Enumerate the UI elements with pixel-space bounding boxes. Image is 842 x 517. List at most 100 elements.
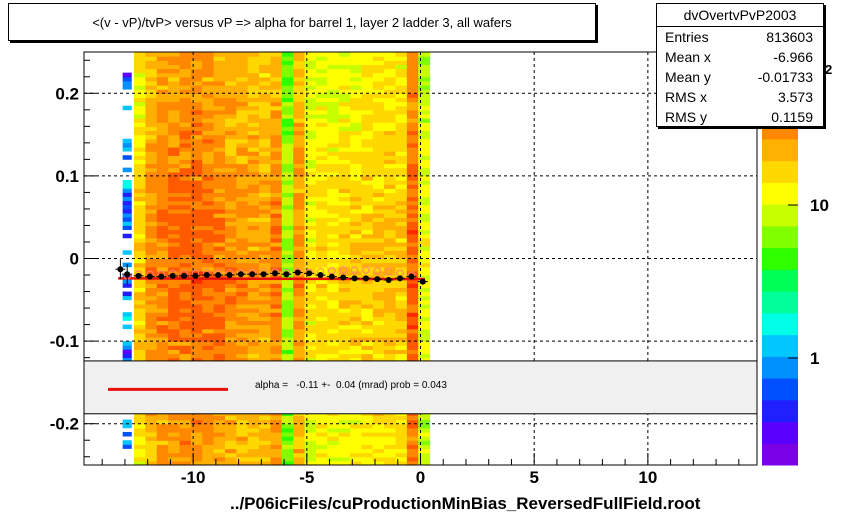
heatmap-cell [259, 196, 272, 202]
heatmap-cell [168, 72, 181, 78]
heatmap-cell [304, 415, 317, 421]
heatmap-cell [304, 246, 317, 251]
heatmap-cell [134, 336, 146, 342]
heatmap-cell [190, 431, 203, 437]
heatmap-cell [145, 336, 158, 342]
heatmap-cell [190, 105, 203, 111]
heatmap-cell [293, 217, 306, 222]
heatmap-cell [168, 436, 181, 441]
heatmap-cell [259, 440, 272, 445]
heatmap-cell [338, 89, 351, 94]
heatmap-cell [372, 270, 385, 276]
heatmap-cell [168, 427, 181, 433]
heatmap-cell [145, 192, 158, 198]
heatmap-cell [293, 64, 306, 70]
color-scale-step [762, 312, 798, 321]
heatmap-cell [168, 64, 181, 70]
heatmap-cell [213, 126, 226, 132]
heatmap-cell [372, 233, 385, 239]
heatmap-cell [361, 312, 374, 317]
heatmap-cell [384, 122, 397, 127]
heatmap-cell [418, 427, 431, 433]
heatmap-cell [350, 192, 362, 198]
heatmap-cell [293, 113, 306, 119]
heatmap-cell [338, 229, 351, 235]
heatmap-cell [202, 324, 215, 330]
heatmap-cell [259, 142, 272, 148]
heatmap-cell [395, 60, 408, 65]
heatmap-cell [406, 138, 419, 144]
heatmap-cell [304, 419, 317, 425]
heatmap-cell [406, 320, 419, 326]
heatmap-cell [406, 192, 419, 198]
heatmap-cell [315, 130, 328, 136]
heatmap-cell [315, 225, 328, 231]
heatmap-cell [361, 431, 374, 437]
heatmap-cell [202, 415, 215, 421]
heatmap-cell [247, 295, 260, 301]
heatmap-cell [406, 105, 419, 111]
heatmap-cell [145, 341, 158, 346]
heatmap-cell [418, 208, 431, 214]
heatmap-cell [213, 283, 226, 289]
heatmap-cell [247, 134, 260, 140]
heatmap-cell [281, 308, 294, 313]
heatmap-cell [190, 320, 203, 326]
heatmap-cell [350, 146, 362, 152]
heatmap-cell [134, 175, 146, 181]
heatmap-cell [327, 440, 340, 445]
heatmap-cell [315, 151, 328, 156]
heatmap-cell [190, 122, 203, 127]
heatmap-cell [395, 159, 408, 165]
heatmap-cell [202, 167, 215, 173]
heatmap-cell [179, 246, 192, 251]
heatmap-cell [406, 295, 419, 301]
heatmap-cell [213, 444, 226, 450]
heatmap-cell [293, 60, 306, 65]
open-profile-point [362, 266, 370, 274]
heatmap-cell [179, 192, 192, 198]
heatmap-cell [156, 72, 169, 78]
heatmap-cell [259, 357, 272, 363]
color-scale-step [762, 254, 798, 263]
heatmap-cell [168, 52, 181, 57]
profile-point [203, 272, 210, 279]
heatmap-cell [270, 308, 283, 313]
heatmap-cell [168, 113, 181, 119]
heatmap-cell [418, 312, 431, 317]
fit-result-label: alpha = -0.11 +- 0.04 (mrad) prob = 0.04… [255, 380, 447, 391]
heatmap-cell [350, 233, 362, 239]
heatmap-cell [213, 279, 226, 284]
heatmap-cell [156, 134, 169, 140]
heatmap-cell [293, 101, 306, 107]
heatmap-cell [247, 200, 260, 206]
heatmap-cell [213, 291, 226, 297]
heatmap-cell [224, 213, 237, 218]
heatmap-cell [270, 113, 283, 119]
heatmap-cell [395, 444, 408, 450]
heatmap-cell [372, 159, 385, 165]
heatmap-cell [202, 312, 215, 317]
heatmap-cell [281, 126, 294, 132]
heatmap-cell [384, 101, 397, 107]
heatmap-cell [168, 138, 181, 144]
heatmap-cell [281, 444, 294, 450]
heatmap-cell [156, 460, 169, 465]
heatmap-cell [304, 423, 317, 429]
heatmap-cell [156, 299, 169, 305]
heatmap-cell [315, 217, 328, 222]
heatmap-cell [236, 237, 249, 243]
heatmap-cell [156, 287, 169, 293]
heatmap-cell [236, 258, 249, 264]
heatmap-cell [145, 423, 158, 429]
heatmap-cell [304, 279, 317, 284]
heatmap-cell [418, 122, 431, 127]
heatmap-cell [224, 456, 237, 462]
heatmap-cell [270, 262, 283, 268]
heatmap-cell [179, 308, 192, 313]
heatmap-cell [270, 175, 283, 181]
heatmap-cell [281, 246, 294, 251]
heatmap-cell [338, 159, 351, 165]
heatmap-cell [190, 341, 203, 346]
heatmap-cell [236, 126, 249, 132]
